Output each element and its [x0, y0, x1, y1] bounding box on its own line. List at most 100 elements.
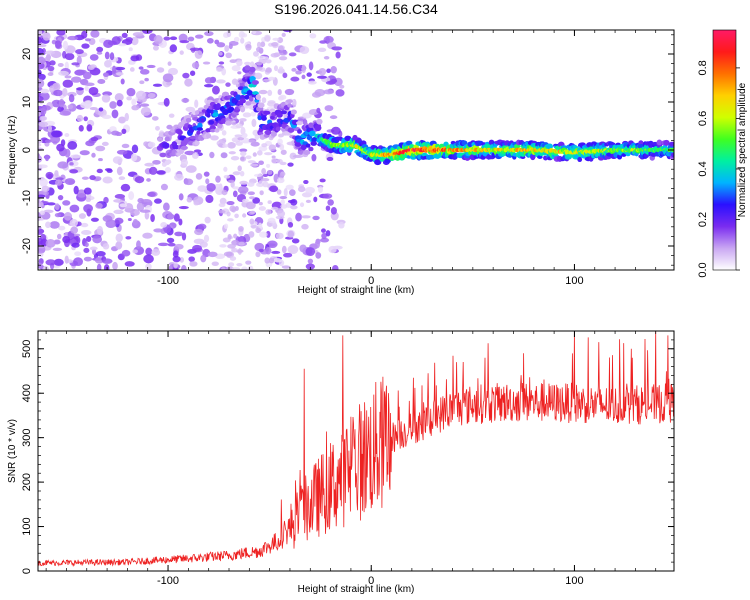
spectrogram-ridge-cell	[228, 106, 235, 112]
spectrogram-cell	[44, 154, 50, 162]
spectrogram-cell	[242, 112, 252, 118]
spectrogram-cell	[258, 146, 268, 152]
spectrogram-cell	[325, 205, 331, 211]
spectrogram-cell	[250, 111, 257, 117]
spectrogram-cell	[151, 248, 161, 256]
y-tick-label: 300	[21, 428, 33, 446]
spectrogram-cell	[189, 47, 201, 52]
spectrogram-cell	[125, 236, 132, 240]
spectrogram-cell	[128, 47, 133, 52]
spectrogram-cell	[308, 61, 314, 71]
spectrogram-ridge-cell	[276, 112, 283, 118]
spectrogram-cell	[313, 196, 318, 203]
spectrogram-cell	[135, 90, 146, 100]
spectrogram-cell	[102, 176, 113, 184]
spectrogram-cell	[275, 158, 283, 164]
spectrogram-cell	[118, 116, 126, 124]
spectrogram-ridge-cell	[663, 139, 670, 146]
spectrogram-cell	[38, 79, 45, 88]
spectrogram-cell	[274, 259, 283, 263]
spectrogram-cell	[244, 61, 251, 66]
spectrogram-ridge-cell	[165, 160, 172, 164]
spectrogram-cell	[96, 51, 103, 55]
spectrogram-cell	[173, 213, 180, 222]
spectrogram-cell	[111, 130, 120, 136]
spectrogram-cell	[89, 246, 98, 251]
spectrogram-ridge-cell	[261, 116, 267, 121]
spectrogram-cell	[47, 65, 55, 72]
spectrogram-cell	[54, 40, 62, 49]
spectrogram-cell	[223, 223, 229, 229]
spectrogram-cell	[191, 152, 199, 159]
spectrogram-cell	[174, 173, 184, 181]
spectrogram-cell	[288, 52, 297, 57]
spectrogram-cell	[103, 264, 110, 270]
spectrogram-cell	[283, 252, 293, 258]
spectrogram-cell	[206, 38, 214, 44]
spectrogram-cell	[115, 233, 123, 243]
spectrogram-cell	[218, 202, 226, 208]
spectrogram-cell	[126, 87, 136, 97]
spectrogram-ridge-cell	[308, 130, 316, 137]
spectrogram-cell	[51, 130, 62, 138]
spectrogram-cell	[114, 209, 121, 214]
spectrogram-ridge-cell	[287, 127, 295, 133]
spectrogram-cell	[284, 88, 295, 96]
spectrogram-ridge-cell	[297, 129, 302, 134]
spectrogram-ridge-cell	[157, 137, 163, 142]
spectrogram-ridge-cell	[270, 130, 277, 137]
spectrogram-cell	[282, 72, 288, 79]
spectrogram-ridge-cell	[287, 103, 292, 108]
spectrogram-cell	[62, 87, 68, 97]
spectrogram-cell	[258, 160, 264, 166]
spectrogram-cell	[45, 239, 56, 248]
spectrogram-cell	[278, 45, 285, 51]
spectrogram-cell	[179, 256, 185, 263]
spectrogram-cell	[271, 155, 276, 159]
spectrogram-ridge-cell	[159, 152, 167, 158]
spectrogram-cell	[146, 64, 156, 69]
y-tick-label: 400	[21, 384, 33, 402]
spectrogram-cell	[140, 106, 151, 116]
spectrogram-cell	[219, 244, 227, 248]
spectrogram-cell	[143, 141, 149, 147]
spectrogram-cell	[267, 170, 273, 175]
spectrogram-cell	[301, 223, 309, 230]
spectrogram-cell	[130, 153, 138, 162]
spectrogram-cell	[144, 77, 149, 82]
spectrogram-ridge-cell	[213, 109, 218, 114]
spectrogram-cell	[247, 265, 254, 270]
spectrogram-cell	[265, 246, 272, 255]
spectrogram-cell	[262, 173, 269, 178]
spectrogram-cell	[75, 49, 84, 55]
spectrogram-cell	[106, 168, 113, 173]
spectrogram-cell	[203, 171, 210, 177]
spectrogram-cell	[237, 186, 249, 194]
colorbar-tick-label: 0.4	[697, 161, 709, 176]
spectrogram-cell	[273, 65, 279, 72]
spectrogram-cell	[98, 157, 103, 162]
spectrogram-cell	[247, 191, 255, 196]
spectrogram-cell	[64, 61, 69, 70]
spectrogram-ridge-cell	[316, 118, 323, 125]
spectrogram-ridge-cell	[546, 143, 553, 150]
spectrogram-cell	[228, 151, 236, 155]
spectrogram-cell	[215, 175, 221, 183]
spectrogram-cell	[204, 216, 211, 224]
spectrogram-ridge-cell	[205, 132, 211, 139]
spectrogram-cell	[248, 231, 255, 238]
spectrogram-cell	[228, 43, 233, 50]
spectrogram-cell	[146, 178, 151, 182]
y-tick-label: 0	[21, 568, 33, 574]
spectrogram-cell	[200, 254, 207, 263]
spectrogram-cell	[315, 252, 322, 259]
spectrogram-cell	[57, 106, 65, 113]
spectrogram-cell	[114, 66, 126, 71]
spectrogram-cell	[57, 62, 64, 67]
spectrogram-cell	[221, 189, 228, 196]
spectrogram-cell	[290, 198, 298, 206]
spectrogram-ridge-cell	[294, 142, 302, 147]
spectrogram-cell	[223, 174, 231, 179]
spectrogram-cell	[249, 218, 255, 225]
